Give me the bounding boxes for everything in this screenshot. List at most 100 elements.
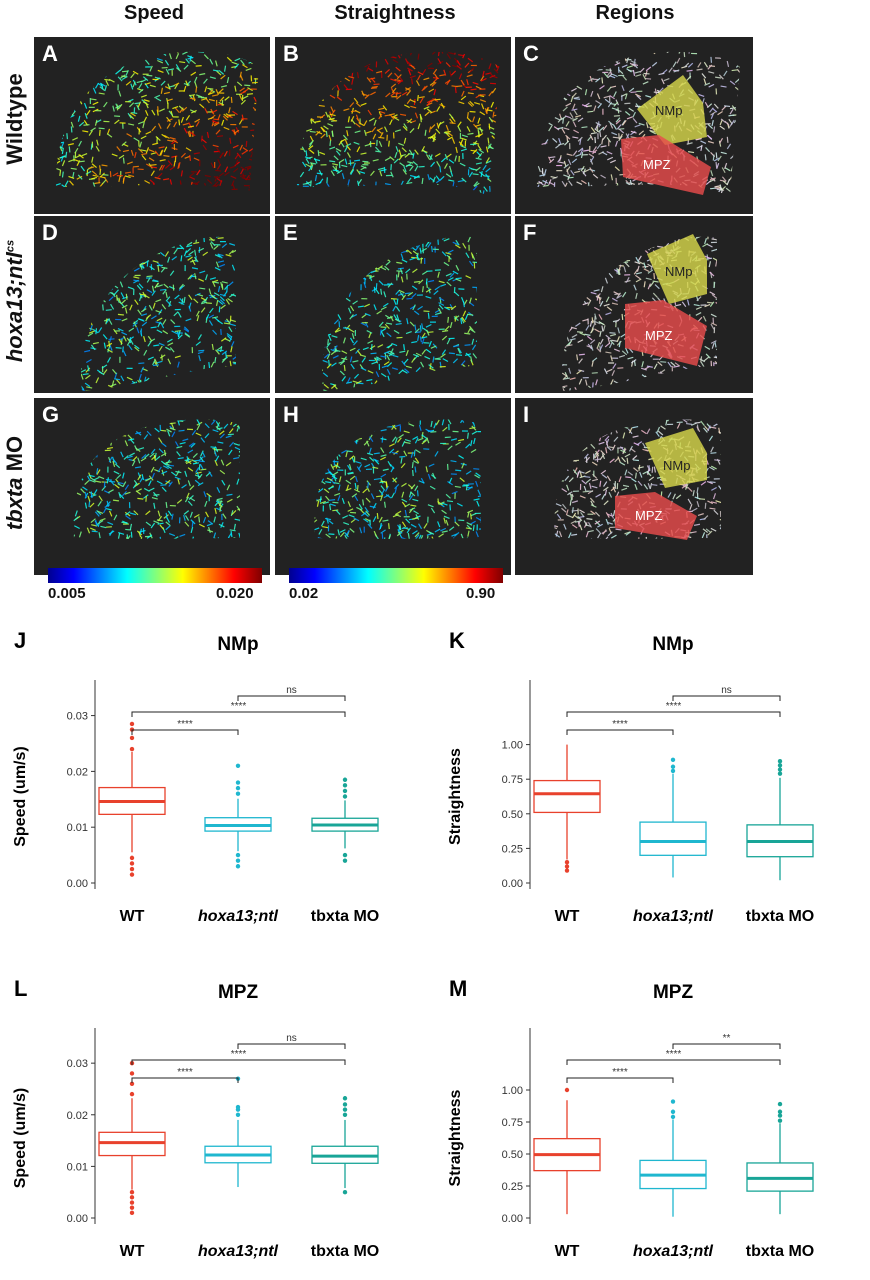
- outlier-point: [342, 1107, 348, 1112]
- y-tick-label: 0.00: [67, 1213, 88, 1225]
- x-tick-label: tbxta MO: [746, 908, 814, 925]
- significance-label: ns: [721, 685, 732, 696]
- y-axis-label: Straightness: [447, 748, 464, 845]
- outlier-point: [129, 1200, 135, 1205]
- y-tick-label: 0.75: [502, 1117, 523, 1129]
- y-tick-label: 0.00: [67, 878, 88, 890]
- y-tick-label: 0.50: [502, 1149, 523, 1161]
- image-panel-f: NMp MPZ F: [515, 216, 753, 393]
- chart-title: MPZ: [653, 982, 694, 1003]
- track-visualization: [296, 51, 500, 197]
- y-tick-label: 0.01: [67, 1161, 88, 1173]
- x-tick-label: tbxta MO: [311, 1243, 379, 1260]
- outlier-point: [777, 1109, 783, 1114]
- nmp-region: [637, 75, 707, 145]
- significance-bracket: [131, 1059, 346, 1065]
- panel-letter: E: [283, 220, 298, 245]
- outlier-point: [129, 746, 135, 752]
- mpz-region-label: MPZ: [643, 157, 671, 172]
- straightness-colorbar-max: 0.90: [466, 585, 496, 602]
- significance-bracket: [672, 1043, 781, 1049]
- outlier-point: [129, 721, 135, 727]
- significance-bracket: [566, 729, 674, 735]
- box-wt: [533, 744, 601, 873]
- outlier-point: [235, 864, 241, 869]
- column-header-straightness: Straightness: [334, 2, 456, 24]
- box-wt: [533, 1087, 601, 1215]
- significance-bracket: [131, 711, 346, 717]
- panel-letter: J: [14, 628, 26, 653]
- y-tick-label: 0.02: [67, 1110, 88, 1122]
- x-tick-label: WT: [555, 1243, 580, 1260]
- significance-label: ****: [612, 719, 628, 730]
- box-tbxta-mo: [311, 777, 379, 863]
- chart-title: NMp: [217, 634, 258, 655]
- outlier-point: [235, 1104, 241, 1110]
- chart-L: L MPZ Speed (um/s) 0.00 0.01 0.02 0.03 WT hoxa13…: [12, 976, 379, 1260]
- outlier-point: [342, 1096, 348, 1101]
- outlier-point: [129, 1081, 135, 1087]
- y-tick-label: 0.50: [502, 809, 523, 821]
- outlier-point: [129, 872, 135, 877]
- outlier-point: [670, 757, 676, 763]
- outlier-point: [342, 1102, 348, 1107]
- y-axis-label: Speed (um/s): [12, 1088, 29, 1188]
- significance-label: ****: [666, 1049, 682, 1060]
- significance-bracket: [237, 1043, 346, 1049]
- panel-letter: M: [449, 976, 467, 1001]
- mpz-region: [625, 300, 707, 366]
- panel-letter: A: [42, 41, 58, 66]
- image-panel-a: A: [34, 37, 270, 214]
- outlier-point: [670, 768, 676, 774]
- outlier-point: [670, 764, 676, 769]
- speed-colorbar: [48, 568, 262, 583]
- significance-label: ****: [177, 719, 193, 730]
- nmp-region-label: NMp: [655, 103, 682, 118]
- box-iqr: [533, 779, 601, 814]
- track-visualization: [73, 419, 240, 539]
- outlier-point: [235, 852, 241, 858]
- outlier-point: [235, 780, 241, 785]
- y-axis-label: Straightness: [447, 1089, 464, 1186]
- column-header-regions: Regions: [595, 2, 675, 24]
- chart-title: NMp: [652, 634, 693, 655]
- chart-J: J NMp Speed (um/s) 0.00 0.01 0.02 0.03 WT hoxa13…: [12, 628, 379, 925]
- image-panel-g: G: [34, 398, 270, 575]
- x-tick-label: tbxta MO: [746, 1243, 814, 1260]
- box-hoxa13-ntl: [204, 1076, 272, 1188]
- track-visualization: NMp MPZ: [554, 419, 721, 540]
- row-header-tbxta: tbxta MO: [2, 435, 27, 531]
- x-tick-label: hoxa13;ntl: [633, 908, 714, 925]
- image-panel-c: NMp MPZ C: [515, 37, 753, 214]
- outlier-point: [129, 1091, 135, 1097]
- outlier-point: [235, 763, 241, 769]
- box-hoxa13-ntl: [639, 1099, 707, 1217]
- chart-title: MPZ: [218, 982, 259, 1003]
- box-tbxta-mo: [746, 759, 814, 881]
- y-tick-label: 1.00: [502, 1085, 523, 1097]
- panel-letter: D: [42, 220, 58, 245]
- mpz-region-label: MPZ: [635, 508, 663, 523]
- y-axis-label: Speed (um/s): [12, 746, 29, 846]
- track-visualization: NMp MPZ: [536, 51, 740, 197]
- column-header-speed: Speed: [123, 2, 185, 24]
- outlier-point: [342, 858, 348, 863]
- outlier-point: [342, 788, 348, 794]
- mpz-region: [621, 135, 711, 195]
- y-tick-label: 0.25: [502, 843, 523, 855]
- outlier-point: [235, 785, 241, 791]
- image-panel-e: E: [275, 216, 511, 393]
- outlier-point: [777, 767, 783, 772]
- outlier-point: [342, 1112, 348, 1117]
- speed-colorbar-max: 0.020: [216, 585, 254, 602]
- outlier-point: [129, 1210, 135, 1216]
- significance-label: ns: [286, 1033, 297, 1044]
- outlier-point: [342, 777, 348, 782]
- outlier-point: [129, 1189, 135, 1195]
- outlier-point: [564, 868, 570, 873]
- panel-letter: F: [523, 220, 537, 245]
- significance-bracket: [566, 1077, 674, 1083]
- outlier-point: [129, 861, 135, 866]
- image-panel-d: D: [34, 216, 270, 393]
- outlier-point: [235, 791, 241, 796]
